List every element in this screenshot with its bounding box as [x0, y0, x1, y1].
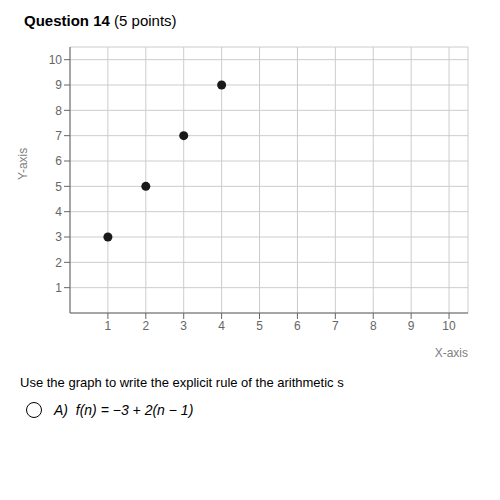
svg-text:5: 5	[55, 180, 62, 194]
svg-text:1: 1	[55, 281, 62, 295]
html-text:Question 14 (5 points): Question 14 (5 points)	[24, 12, 177, 29]
svg-text:8: 8	[55, 104, 62, 118]
svg-text:7: 7	[55, 129, 62, 143]
svg-text:6: 6	[55, 154, 62, 168]
svg-text:2: 2	[142, 319, 149, 333]
html-text:Use the graph to write the exp: Use the graph to write the explicit rule…	[20, 375, 344, 390]
svg-text:9: 9	[55, 78, 62, 92]
svg-text:4: 4	[55, 205, 62, 219]
svg-text:10: 10	[49, 53, 63, 67]
svg-text:1: 1	[105, 319, 112, 333]
svg-text:10: 10	[442, 319, 456, 333]
html-text:A) f(n) = −3 + 2(n − 1): A) f(n) = −3 + 2(n − 1)	[54, 402, 194, 418]
svg-text:8: 8	[370, 319, 377, 333]
svg-text:9: 9	[408, 319, 415, 333]
svg-text:3: 3	[180, 319, 187, 333]
svg-text:X-axis: X-axis	[435, 346, 468, 360]
svg-text:6: 6	[294, 319, 301, 333]
svg-text:5: 5	[256, 319, 263, 333]
svg-text:4: 4	[218, 319, 225, 333]
svg-text:3: 3	[55, 230, 62, 244]
svg-text:2: 2	[55, 256, 62, 270]
svg-text:Y-axis: Y-axis	[16, 148, 30, 180]
svg-text:7: 7	[332, 319, 339, 333]
